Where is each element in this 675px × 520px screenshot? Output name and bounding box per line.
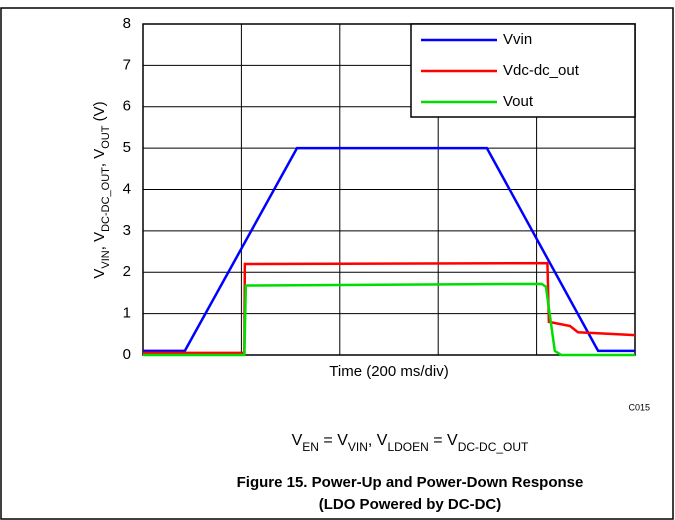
frame bbox=[0, 7, 674, 520]
series-line bbox=[143, 146, 635, 353]
text-part: EN bbox=[302, 440, 319, 454]
legend-label: Vout bbox=[503, 93, 534, 110]
caption: (LDO Powered by DC-DC) bbox=[319, 496, 502, 513]
y-tick-label: 1 bbox=[123, 305, 131, 322]
text-part: DC-DC_OUT bbox=[458, 440, 529, 454]
text-part: = V bbox=[429, 432, 458, 449]
legend-label: Vvin bbox=[503, 31, 532, 48]
text-part: LDOEN bbox=[387, 440, 428, 454]
text-part: (V) bbox=[91, 101, 108, 125]
series-line bbox=[143, 282, 635, 357]
text-part: , V bbox=[368, 432, 388, 449]
text-part: V bbox=[292, 432, 303, 449]
x-axis-label: Time (200 ms/div) bbox=[329, 363, 448, 380]
y-axis-label: VVIN, VDC-DC_OUT, VOUT (V) bbox=[91, 101, 112, 278]
y-tick-label: 8 bbox=[123, 15, 131, 32]
condition: VEN = VVIN, VLDOEN = VDC-DC_OUT bbox=[292, 432, 529, 454]
text-part: , V bbox=[91, 232, 108, 250]
note: C015 bbox=[628, 402, 650, 412]
text-part: V bbox=[91, 269, 108, 279]
y-tick-label: 4 bbox=[123, 180, 131, 197]
text-part: VIN bbox=[348, 440, 368, 454]
y-tick-label: 3 bbox=[123, 222, 131, 239]
series-line bbox=[143, 261, 636, 355]
y-tick-label: 5 bbox=[123, 139, 131, 156]
y-tick-label: 6 bbox=[123, 98, 131, 115]
y-tick-label: 7 bbox=[123, 56, 131, 73]
text-part: = V bbox=[319, 432, 348, 449]
caption: Figure 15. Power-Up and Power-Down Respo… bbox=[237, 474, 584, 491]
text-part: VIN bbox=[100, 250, 112, 268]
text-part: DC-DC_OUT bbox=[100, 167, 112, 232]
legend-label: Vdc-dc_out bbox=[503, 62, 580, 79]
y-tick-label: 2 bbox=[123, 263, 131, 280]
text-part: , V bbox=[91, 149, 108, 167]
text-part: OUT bbox=[100, 125, 112, 149]
y-tick-label: 0 bbox=[123, 346, 131, 363]
plot-border bbox=[142, 23, 636, 356]
